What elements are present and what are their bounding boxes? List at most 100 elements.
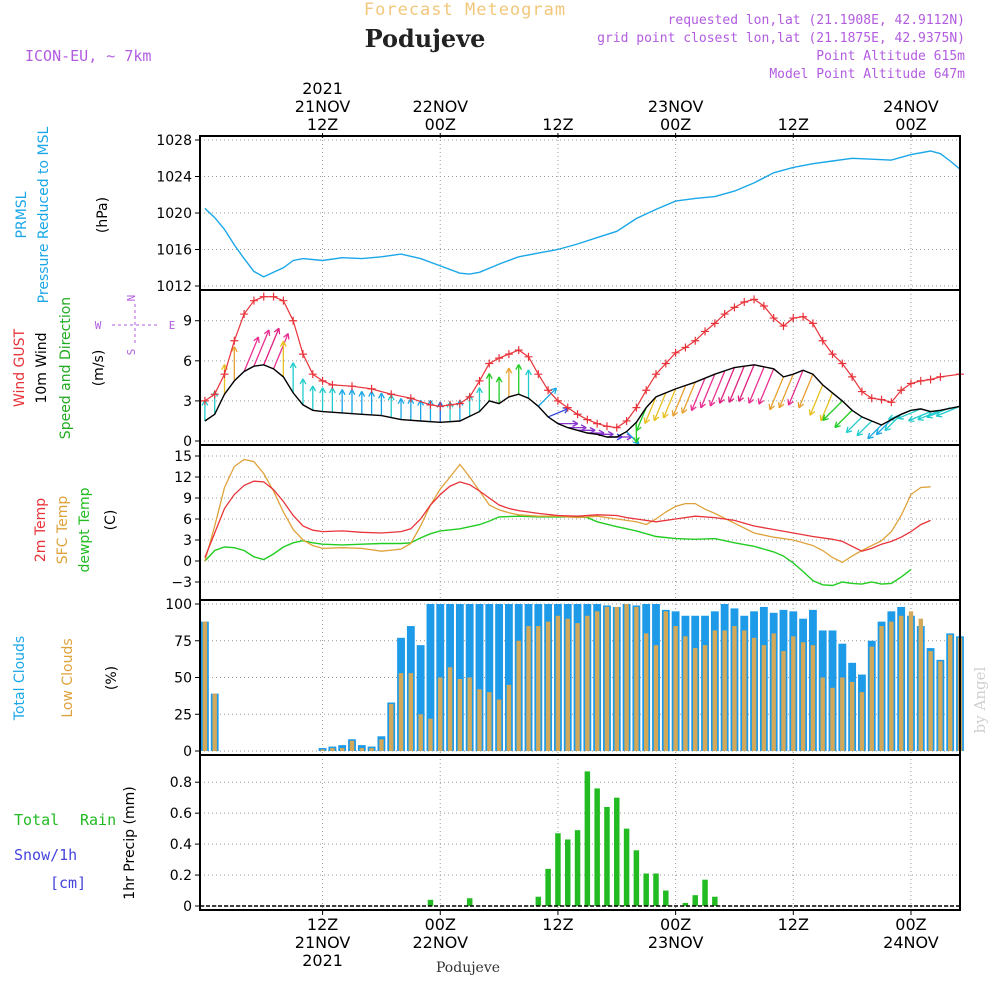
low-cloud-bar — [202, 621, 208, 751]
wind-arrow-head — [867, 432, 871, 439]
gust-marker — [661, 359, 670, 368]
top-time-label: 12Z — [307, 115, 338, 134]
wind-arrow-head — [935, 411, 941, 417]
wind-arrow-head — [709, 401, 716, 407]
cloud-label-low: Low Clouds — [60, 638, 76, 717]
gust-marker — [632, 403, 641, 412]
low-cloud-bar — [791, 636, 796, 751]
low-cloud-bar — [722, 630, 727, 751]
watermark: by Angel — [971, 666, 989, 733]
wind-arrow-head — [681, 407, 683, 414]
wind-arrow-head — [728, 398, 735, 403]
dewpoint-line — [204, 515, 912, 587]
low-cloud-bar — [526, 626, 531, 751]
gust-marker — [279, 296, 288, 305]
low-cloud-bar — [457, 678, 463, 751]
rain-bar — [466, 898, 473, 906]
gust-marker — [710, 319, 719, 328]
wind-arrow-shaft — [547, 407, 569, 418]
gust-marker — [828, 350, 837, 359]
panel-1: 0 3 6 9 — [183, 290, 964, 450]
y-tick-label: 0 — [183, 554, 192, 570]
wind-arrow-head — [632, 441, 639, 445]
gust-marker — [465, 392, 474, 401]
gust-marker — [240, 310, 249, 319]
cloud-label-total: Total Clouds — [12, 636, 28, 721]
wind-arrow-head — [709, 400, 711, 407]
y-tick-label: 12 — [174, 470, 192, 486]
wind-arrow-shaft — [700, 373, 716, 409]
wind-arrow-shaft — [897, 408, 922, 420]
low-cloud-bar — [849, 681, 855, 751]
low-cloud-bar — [418, 714, 423, 751]
y-tick-label: −3 — [171, 575, 192, 591]
gust-marker — [475, 376, 484, 385]
gust-marker — [867, 394, 876, 403]
wind-arrow-head — [279, 340, 284, 347]
temp-labels: 2m Temp SFC Temp dewpt Temp (C) — [33, 487, 119, 572]
gust-marker — [269, 292, 278, 301]
compass-east: E — [169, 319, 176, 332]
low-cloud-bar — [840, 677, 845, 751]
gust-marker — [259, 292, 268, 301]
precip-label-snow: Snow/1h — [14, 846, 77, 864]
gust-marker — [308, 370, 317, 379]
y-tick-label: 3 — [183, 394, 192, 410]
rain-bar — [623, 828, 630, 906]
wind-arrow-shaft — [263, 327, 280, 366]
rain-bar — [614, 797, 620, 906]
gust-marker — [426, 400, 435, 409]
wind-arrow-head — [845, 426, 849, 433]
pressure-label-unit: (hPa) — [95, 197, 111, 233]
rain-bar — [564, 839, 571, 906]
low-cloud-bar — [398, 673, 404, 751]
y-tick-label: 50 — [174, 671, 192, 687]
y-tick-label: 1012 — [156, 279, 192, 295]
wind-arrow-head — [322, 387, 327, 394]
wind-arrow-head — [884, 428, 891, 432]
gust-marker — [887, 398, 896, 407]
wind-arrow-shaft — [681, 381, 696, 414]
wind-label-unit: (m/s) — [91, 350, 107, 387]
low-cloud-bar — [624, 604, 629, 751]
low-cloud-bar — [428, 718, 433, 751]
wind-arrow-shaft — [856, 420, 873, 437]
wind-arrow-head — [626, 436, 633, 441]
rain-bar — [712, 896, 718, 906]
wind-arrow-head — [819, 414, 822, 421]
wind-arrow-head — [758, 399, 765, 405]
wind-arrow-shaft — [788, 369, 804, 406]
low-cloud-bar — [712, 630, 718, 751]
low-cloud-bar — [742, 630, 747, 751]
gust-marker — [701, 327, 710, 336]
wind-arrow-head — [691, 406, 697, 412]
gust-marker — [544, 386, 553, 395]
wind-arrow-head — [798, 403, 805, 409]
y-tick-label: 0 — [183, 899, 192, 915]
gust-marker — [328, 380, 337, 389]
gust-marker — [524, 352, 533, 361]
temp-label-unit: (C) — [103, 510, 119, 531]
low-cloud-bar — [771, 633, 776, 751]
gust-marker — [406, 394, 415, 403]
precip-label-total: Total — [14, 811, 59, 829]
y-tick-label: 100 — [165, 597, 192, 613]
total-cloud-bar — [485, 604, 494, 751]
wind-arrow-head — [778, 403, 785, 409]
y-tick-label: 1028 — [156, 133, 192, 149]
low-cloud-bar — [918, 618, 923, 751]
total-cloud-bar — [416, 645, 425, 751]
gust-marker — [514, 346, 523, 355]
compass-north: N — [125, 295, 138, 302]
wind-label-gust: Wind GUST — [12, 328, 28, 407]
compass-west: W — [95, 319, 102, 332]
low-cloud-bar — [575, 623, 580, 751]
wind-arrow-head — [681, 409, 688, 414]
low-cloud-bar — [683, 636, 688, 751]
wind-arrow-head — [518, 364, 523, 371]
gust-marker — [906, 379, 915, 388]
location-title: Podujeve — [365, 24, 486, 53]
low-cloud-bar — [594, 611, 600, 751]
wind-arrow-head — [476, 387, 481, 394]
